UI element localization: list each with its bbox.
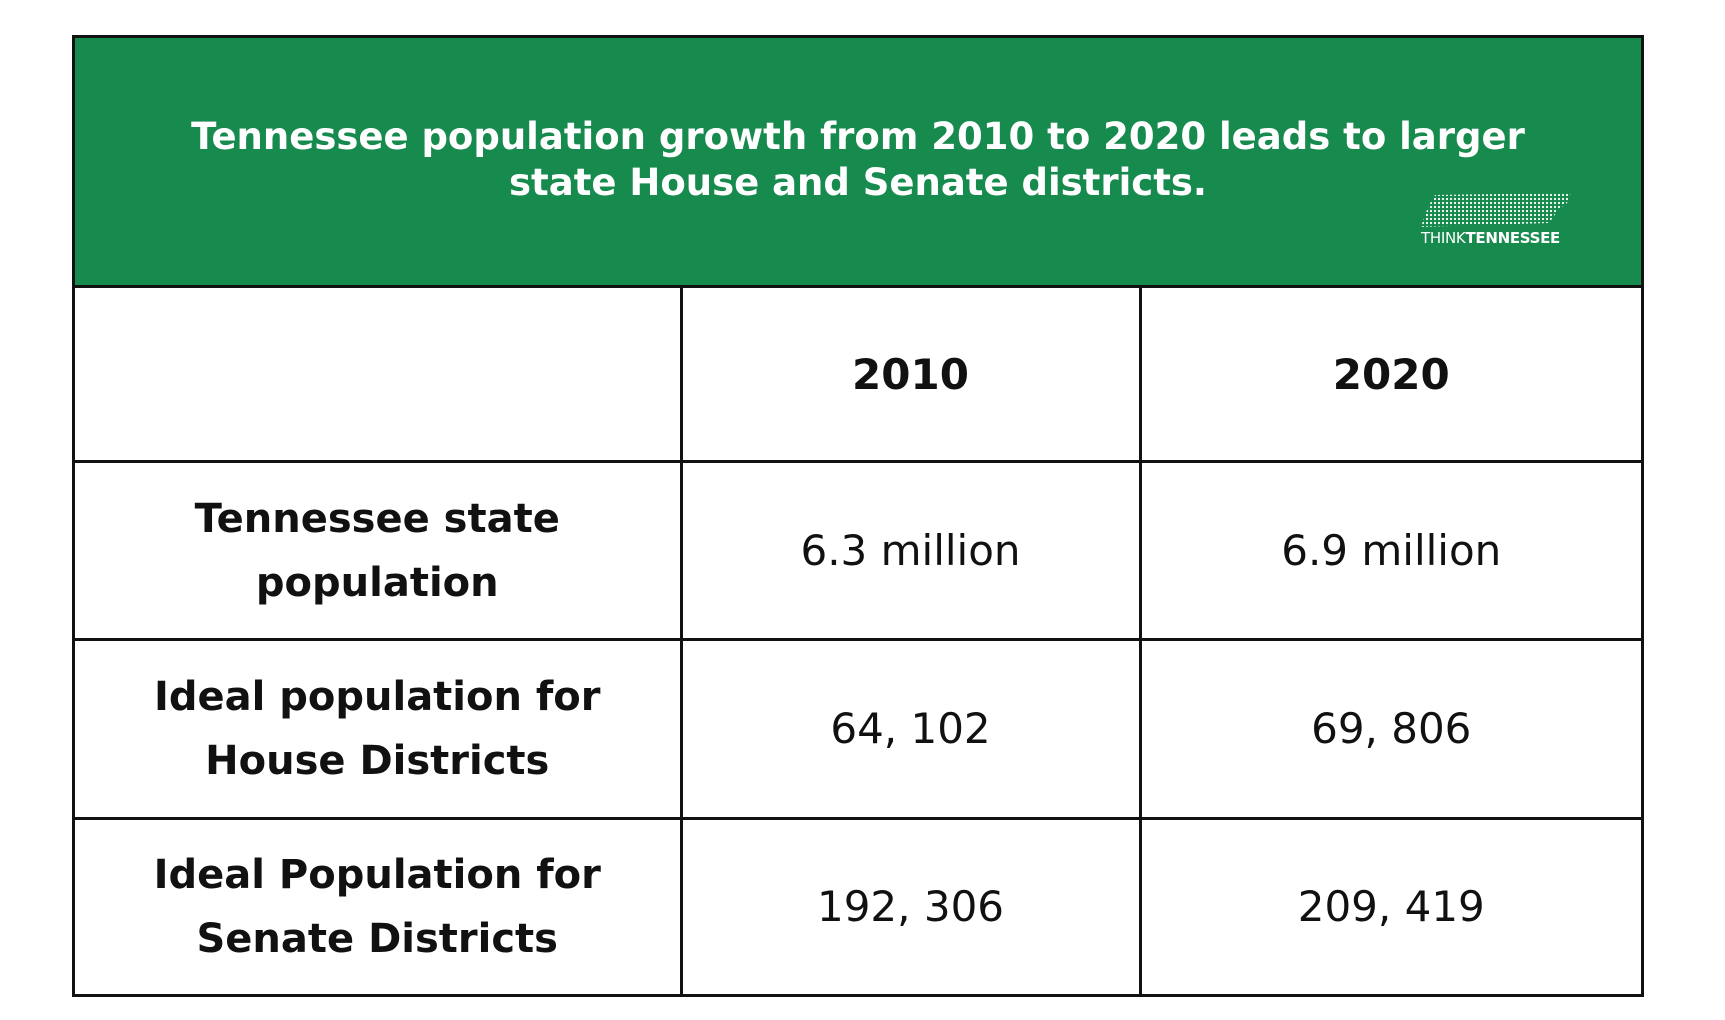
cell-value: 6.3 million (679, 460, 1142, 642)
row-label: Ideal population for House Districts (75, 638, 683, 820)
column-header: 2010 (679, 288, 1142, 462)
table-row: Ideal population for House Districts 64, … (75, 638, 1641, 820)
logo-bold: TENNESSEE (1465, 229, 1560, 247)
data-table: 2010 2020 Tennessee state population 6.3 … (75, 288, 1641, 994)
row-label: Ideal Population for Senate Districts (75, 816, 683, 994)
logo-mark (1421, 193, 1571, 227)
logo: THINKTENNESSEE (1421, 193, 1571, 247)
table-row: Ideal Population for Senate Districts 192… (75, 816, 1641, 994)
logo-text: THINKTENNESSEE (1421, 229, 1571, 247)
header-row: 2010 2020 (75, 288, 1641, 462)
title: Tennessee population growth from 2010 to… (191, 115, 1525, 204)
cell-value: 69, 806 (1138, 638, 1641, 820)
header: Tennessee population growth from 2010 to… (75, 38, 1641, 288)
column-header: 2020 (1138, 288, 1641, 462)
infographic: Tennessee population growth from 2010 to… (72, 35, 1644, 997)
row-label: Tennessee state population (75, 460, 683, 642)
cell-value: 209, 419 (1138, 816, 1641, 994)
cell-value: 64, 102 (679, 638, 1142, 820)
cell-value: 192, 306 (679, 816, 1142, 994)
corner-cell (75, 288, 683, 462)
logo-light: THINK (1421, 229, 1466, 247)
cell-value: 6.9 million (1138, 460, 1641, 642)
table-row: Tennessee state population 6.3 million 6.9… (75, 460, 1641, 642)
